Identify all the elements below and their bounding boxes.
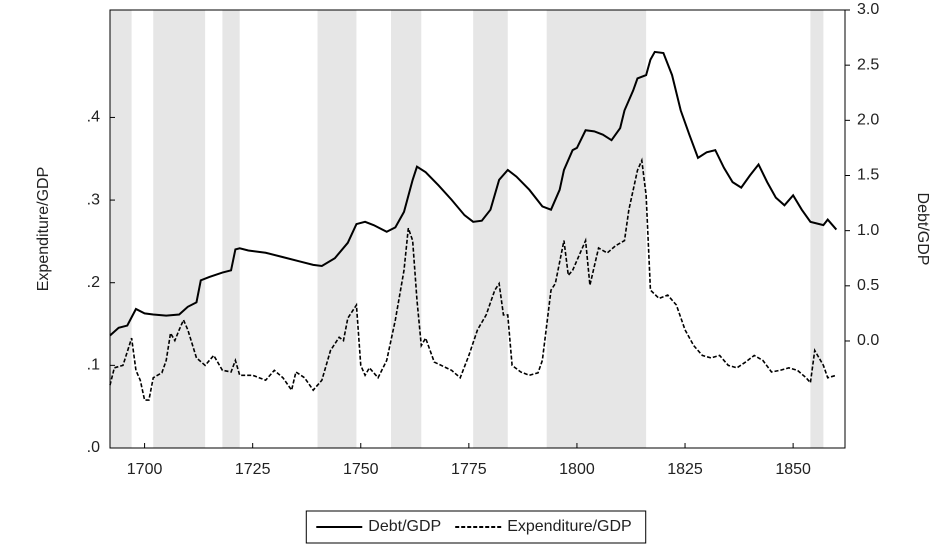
shaded-period — [810, 10, 824, 448]
shaded-period — [153, 10, 206, 448]
shaded-period — [391, 10, 422, 448]
y2-tick-label: 2.0 — [857, 112, 879, 129]
y-tick-label: .4 — [87, 109, 100, 126]
legend-label: Debt/GDP — [368, 518, 441, 535]
legend-label: Expenditure/GDP — [507, 518, 632, 535]
x-tick-label: 1700 — [127, 461, 163, 478]
shaded-period — [110, 10, 132, 448]
shaded-period — [473, 10, 508, 448]
y2-tick-label: 0.5 — [857, 277, 879, 294]
x-tick-label: 1750 — [343, 461, 379, 478]
y2-tick-label: 1.0 — [857, 222, 879, 239]
shaded-period — [317, 10, 357, 448]
y-tick-label: .0 — [87, 439, 100, 456]
y2-tick-label: 2.5 — [857, 56, 879, 73]
x-tick-label: 1725 — [235, 461, 271, 478]
x-tick-label: 1800 — [559, 461, 595, 478]
y2-tick-label: 1.5 — [857, 167, 879, 184]
y2-axis-label: Debt/GDP — [914, 193, 931, 266]
x-tick-label: 1850 — [775, 461, 811, 478]
y-tick-label: .3 — [87, 191, 100, 208]
shaded-period — [546, 10, 647, 448]
y2-tick-label: 3.0 — [857, 1, 879, 18]
plot-frame — [109, 9, 846, 449]
x-tick-label: 1825 — [667, 461, 703, 478]
shaded-period — [222, 10, 240, 448]
y2-tick-label: 0.0 — [857, 332, 879, 349]
series-line — [109, 50, 838, 337]
series-line — [109, 157, 837, 401]
y-tick-label: .2 — [87, 274, 100, 291]
x-tick-label: 1775 — [451, 461, 487, 478]
y-axis-label: Expenditure/GDP — [35, 167, 52, 292]
y-tick-label: .1 — [87, 357, 100, 374]
